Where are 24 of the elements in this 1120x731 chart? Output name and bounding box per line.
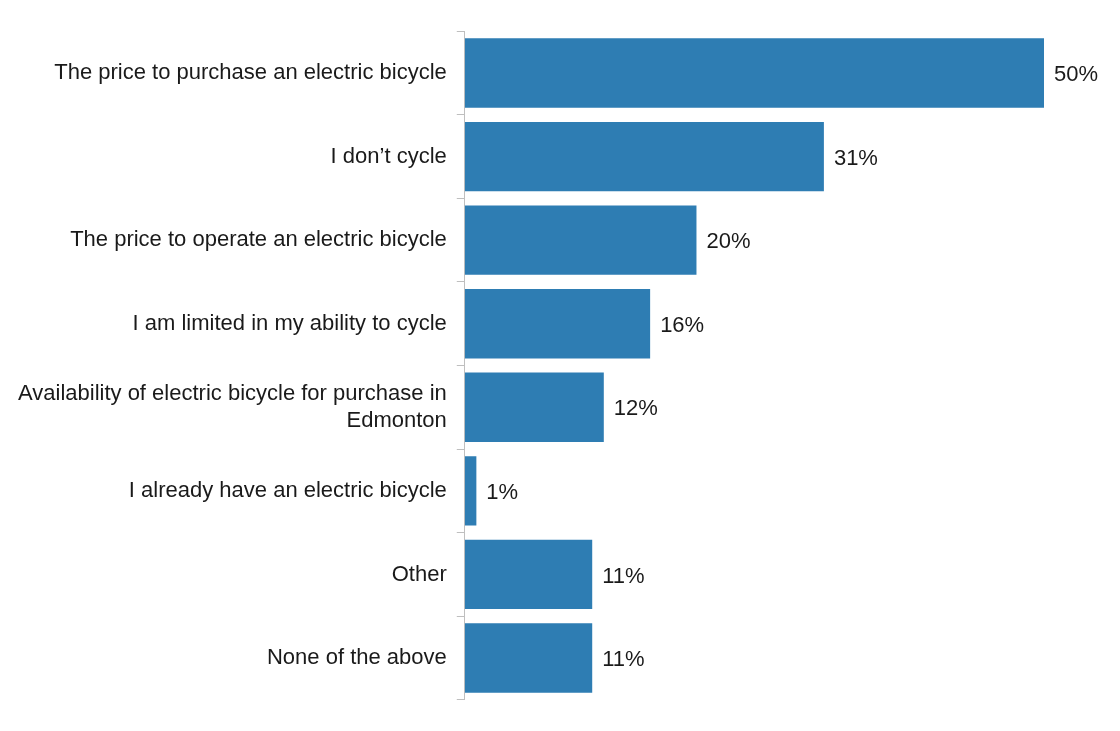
y-tick-label: I don’t cycle <box>330 142 447 168</box>
bar <box>464 121 824 192</box>
bar <box>464 456 477 526</box>
bar <box>464 38 1044 108</box>
data-label: 12% <box>613 395 658 421</box>
data-label: 50% <box>1054 61 1099 87</box>
y-tick-label: The price to purchase an electric bicycle <box>54 59 447 85</box>
y-tick-label: None of the above <box>266 644 447 670</box>
y-tick-label: I am limited in my ability to cycle <box>132 309 447 335</box>
data-label: 31% <box>833 144 878 170</box>
y-tick-label: Availability of electric bicycle for purchase in Edmonton <box>17 380 447 432</box>
data-label: 1% <box>486 478 519 504</box>
bar <box>464 372 604 442</box>
bar <box>464 623 593 693</box>
bar <box>464 289 651 359</box>
y-tick-label: Other <box>391 560 447 586</box>
data-label: 11% <box>602 562 645 588</box>
bar <box>464 539 593 610</box>
y-tick-label: The price to operate an electric bicycle <box>70 226 447 252</box>
data-label: 20% <box>706 228 751 254</box>
y-tick-label: I already have an electric bicycle <box>128 476 447 502</box>
data-label: 16% <box>660 311 705 337</box>
bar <box>464 205 697 275</box>
data-label: 11% <box>602 646 645 672</box>
